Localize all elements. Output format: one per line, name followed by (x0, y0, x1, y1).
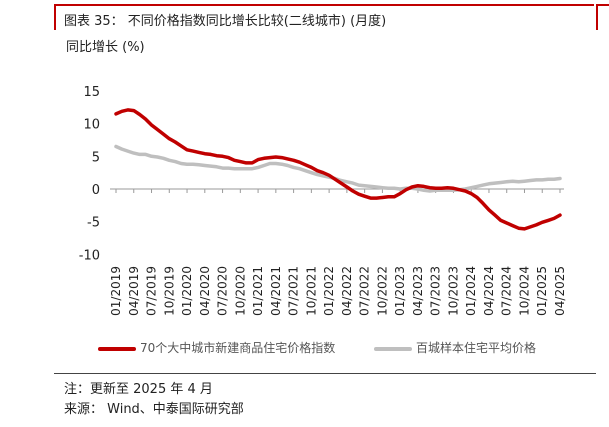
x-tick-label: 01/2020 (180, 266, 194, 316)
legend-label-gray: 百城样本住宅平均价格 (416, 341, 537, 355)
legend-swatch-red (98, 346, 136, 351)
x-tick-label: 01/2021 (251, 266, 265, 316)
x-tick-label: 01/2024 (464, 266, 478, 316)
x-tick-label: 07/2020 (216, 266, 230, 316)
x-tick-label: 04/2020 (198, 266, 212, 316)
x-tick-label: 07/2024 (500, 266, 514, 316)
x-tick-label: 10/2019 (162, 266, 176, 316)
x-tick-label: 07/2019 (145, 266, 159, 316)
y-tick-label: 15 (83, 85, 100, 100)
footer-divider (54, 373, 596, 374)
y-tick-label: -5 (87, 216, 100, 231)
legend-item-red: 70个大中城市新建商品住宅价格指数 (98, 339, 335, 356)
x-tick-label: 10/2024 (517, 266, 531, 316)
series-line-70-city-index (114, 108, 562, 231)
x-tick-label: 10/2020 (233, 266, 247, 316)
title-accent-bar (54, 6, 56, 30)
legend-label-red: 70个大中城市新建商品住宅价格指数 (140, 341, 336, 355)
x-tick-label: 07/2022 (358, 266, 372, 316)
x-tick-label: 01/2023 (393, 266, 407, 316)
figure-title: 图表 35： 不同价格指数同比增长比较(二线城市) (月度) (64, 14, 387, 29)
x-tick-label: 01/2022 (322, 266, 336, 316)
y-tick-label: 5 (92, 150, 100, 165)
x-tick-label: 07/2021 (287, 266, 301, 316)
y-axis-title: 同比增长 (%) (66, 40, 145, 55)
x-tick-label: 04/2025 (553, 266, 567, 316)
y-tick-label: -10 (79, 248, 100, 263)
y-tick-label: 10 (83, 118, 100, 133)
adjacent-figure-edge (596, 4, 609, 32)
adjacent-accent-bar (596, 6, 598, 30)
x-tick-label: 01/2019 (109, 266, 123, 316)
x-tick-label: 10/2023 (446, 266, 460, 316)
figure-title-bar: 图表 35： 不同价格指数同比增长比较(二线城市) (月度) (54, 4, 594, 32)
x-tick-label: 10/2022 (375, 266, 389, 316)
x-tick-label: 04/2022 (340, 266, 354, 316)
x-tick-label: 04/2023 (411, 266, 425, 316)
x-tick-label: 01/2025 (535, 266, 549, 316)
legend-item-gray: 百城样本住宅平均价格 (374, 339, 536, 356)
x-tick-label: 04/2024 (482, 266, 496, 316)
x-tick-label: 10/2021 (304, 266, 318, 316)
chart-legend: 70个大中城市新建商品住宅价格指数 百城样本住宅平均价格 (98, 339, 578, 357)
figure-source: 来源： Wind、中泰国际研究部 (64, 402, 244, 417)
series-line-100-city-sample (114, 144, 562, 193)
x-tick-label: 07/2023 (429, 266, 443, 316)
x-tick-label: 04/2021 (269, 266, 283, 316)
x-tick-label: 04/2019 (127, 266, 141, 316)
figure-note: 注：更新至 2025 年 4 月 (64, 382, 213, 397)
y-tick-label: 0 (92, 183, 100, 198)
legend-swatch-gray (374, 346, 412, 351)
